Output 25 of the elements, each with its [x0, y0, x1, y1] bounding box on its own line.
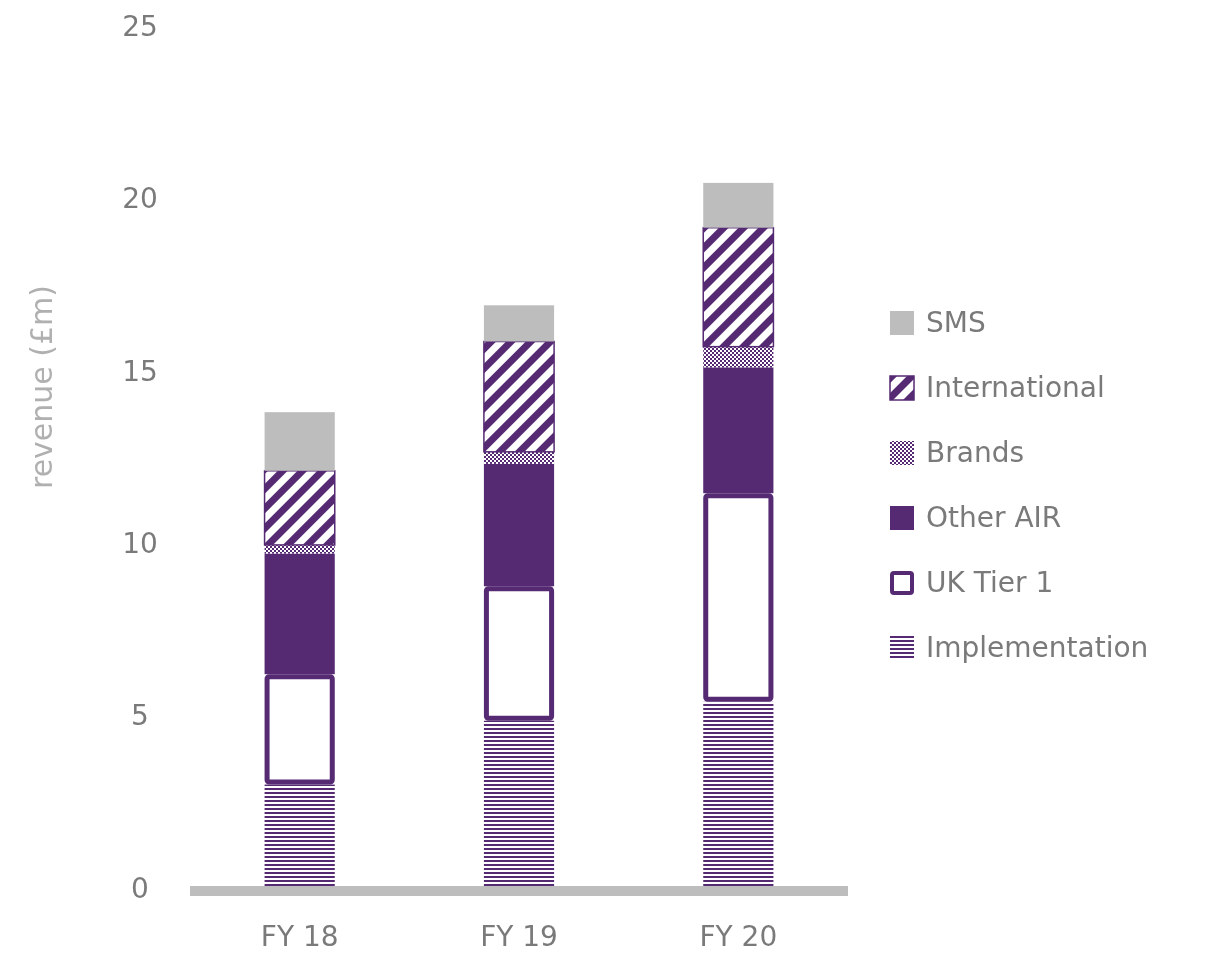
bar — [263, 470, 336, 546]
bar — [264, 412, 335, 471]
bar — [483, 305, 555, 342]
y-tick-label: 0 — [131, 871, 149, 905]
bar — [702, 226, 775, 348]
bar — [483, 451, 555, 464]
bar — [264, 544, 335, 554]
y-axis-title: revenue (£m) — [24, 284, 59, 490]
legend-label: UK Tier 1 — [926, 565, 1054, 599]
legend-label: International — [926, 370, 1105, 404]
legend-label: SMS — [926, 305, 986, 339]
y-tick-label: 15 — [122, 354, 158, 388]
y-tick-label: 10 — [122, 527, 158, 560]
x-tick-label: FY 18 — [260, 919, 339, 953]
y-tick-label: 5 — [131, 699, 149, 733]
x-tick-label: FY 20 — [699, 919, 778, 953]
legend-label: Implementation — [926, 630, 1149, 664]
legend-label: Other AIR — [926, 500, 1062, 534]
x-tick-label: FY 19 — [480, 919, 558, 953]
bar — [483, 340, 555, 453]
bar — [703, 346, 774, 368]
y-tick-label: 25 — [122, 9, 158, 43]
legend-label: Brands — [926, 435, 1024, 469]
bar — [703, 182, 774, 228]
y-tick-label: 20 — [122, 182, 158, 216]
